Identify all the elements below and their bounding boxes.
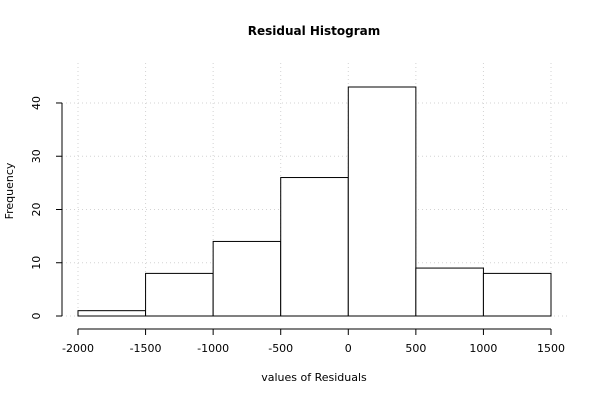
histogram-bar [212, 240, 282, 317]
histogram-bar [482, 272, 552, 317]
x-tick-label: 0 [345, 342, 352, 355]
x-tick-label: -1500 [130, 342, 162, 355]
x-tick-label: -1000 [197, 342, 229, 355]
x-tick-label: 1500 [537, 342, 565, 355]
x-axis-label: values of Residuals [261, 371, 367, 384]
histogram-bar [77, 310, 147, 317]
x-tick-label: 1000 [469, 342, 497, 355]
histogram-bar [415, 267, 484, 317]
y-tick-label: 40 [30, 96, 43, 110]
histogram-bar [347, 86, 417, 317]
x-axis: -2000 -1500 -1000 -500 0 500 1000 1500 [62, 328, 565, 355]
y-tick-label: 30 [30, 149, 43, 163]
bars [77, 86, 552, 317]
x-tick-label: -2000 [62, 342, 94, 355]
histogram-bar [145, 272, 214, 317]
histogram-bar [280, 177, 349, 317]
x-tick-label: -500 [268, 342, 293, 355]
x-tick-label: 500 [405, 342, 426, 355]
y-axis-label: Frequency [3, 162, 16, 219]
y-tick-label: 10 [30, 256, 43, 270]
y-axis: 0 10 20 30 40 [30, 96, 63, 320]
y-tick-label: 20 [30, 202, 43, 216]
chart-title: Residual Histogram [248, 24, 381, 38]
y-tick-label: 0 [30, 313, 43, 320]
